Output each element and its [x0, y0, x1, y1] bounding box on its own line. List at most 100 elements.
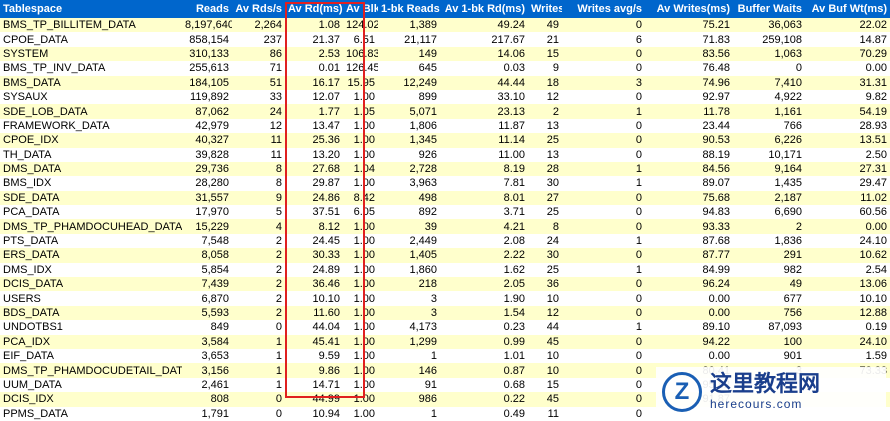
cell: 1.01: [440, 348, 528, 364]
table-row: DCIS_DATA 7,439 2 36.46 1.00 218 2.05 36 0 96.24 4…: [0, 277, 890, 292]
table-row: TH_DATA 39,828 11 13.20 1.00 926 11.00 13 0 88.19…: [0, 147, 890, 162]
cell: 0.19: [805, 320, 890, 335]
cell: 1.00: [343, 291, 378, 306]
cell: 12: [232, 118, 285, 134]
tablespace-name: PPMS_DATA: [0, 406, 182, 421]
cell: 10.94: [285, 406, 343, 421]
cell: 87.68: [645, 233, 733, 249]
cell: 1: [378, 406, 440, 421]
cell: 89.07: [645, 176, 733, 191]
cell: 901: [733, 348, 805, 364]
cell: 71: [232, 61, 285, 76]
cell: 0: [232, 406, 285, 421]
cell: 49: [733, 277, 805, 292]
cell: 4,922: [733, 89, 805, 105]
cell: 15: [528, 46, 562, 62]
cell: 1.00: [343, 219, 378, 234]
cell: 36.46: [285, 277, 343, 292]
cell: 21.37: [285, 32, 343, 47]
cell: 23.13: [440, 104, 528, 119]
cell: 2: [232, 248, 285, 263]
cell: 94.22: [645, 334, 733, 349]
cell: 8.19: [440, 161, 528, 177]
cell: 1.00: [343, 176, 378, 191]
cell: 11.02: [805, 190, 890, 206]
tablespace-name: DMS_TP_PHAMDOCUHEAD_DATA: [0, 219, 182, 234]
cell: 6,690: [733, 205, 805, 220]
cell: 0: [562, 133, 645, 148]
cell: 0: [562, 377, 645, 393]
table-row: BMS_DATA 184,105 51 16.17 15.95 12,249 44.44 18…: [0, 75, 890, 90]
tablespace-name: DCIS_IDX: [0, 392, 182, 407]
cell: 1: [232, 334, 285, 349]
cell: 1,435: [733, 176, 805, 191]
cell: 10.10: [805, 291, 890, 306]
cell: 27.68: [285, 161, 343, 177]
cell: 3.71: [440, 205, 528, 220]
tablespace-name: CPOE_DATA: [0, 32, 182, 47]
cell: 2,187: [733, 190, 805, 206]
cell: 10.10: [285, 291, 343, 306]
cell: 39,828: [182, 147, 232, 162]
cell: 14.87: [805, 32, 890, 47]
cell: 0.01: [285, 61, 343, 76]
cell: 0: [562, 205, 645, 220]
cell: 11.60: [285, 305, 343, 321]
cell: 0: [562, 89, 645, 105]
cell: 0: [232, 320, 285, 335]
cell: 2.53: [285, 46, 343, 62]
cell: 2.05: [440, 277, 528, 292]
cell: 0: [562, 118, 645, 134]
cell: 1: [232, 363, 285, 378]
cell: 4,173: [378, 320, 440, 335]
cell: 982: [733, 262, 805, 278]
cell: 29.87: [285, 176, 343, 191]
cell: 1.00: [343, 305, 378, 321]
cell: 91: [378, 377, 440, 393]
cell: 8,197,640: [182, 18, 232, 33]
cell: 75.21: [645, 18, 733, 33]
cell: 9.82: [805, 89, 890, 105]
cell: 11.87: [440, 118, 528, 134]
cell: 1,405: [378, 248, 440, 263]
cell: 8: [528, 219, 562, 234]
cell: 30: [528, 248, 562, 263]
cell: 74.96: [645, 75, 733, 90]
cell: 5,071: [378, 104, 440, 119]
cell: 0: [562, 219, 645, 234]
cell: 13.47: [285, 118, 343, 134]
tablespace-name: CPOE_IDX: [0, 133, 182, 148]
cell: 0.00: [645, 305, 733, 321]
cell: 2: [232, 233, 285, 249]
column-header: Av 1-bk Rd(ms): [440, 0, 528, 18]
tablespace-name: EIF_DATA: [0, 348, 182, 364]
cell: 12.07: [285, 89, 343, 105]
cell: 9,164: [733, 161, 805, 177]
column-header: Writes avg/s: [562, 0, 645, 18]
cell: 0: [232, 392, 285, 407]
cell: 7.81: [440, 176, 528, 191]
table-row: FRAMEWORK_DATA 42,979 12 13.47 1.00 1,806 11.8…: [0, 118, 890, 134]
cell: 1: [562, 320, 645, 335]
cell: 2: [232, 291, 285, 306]
cell: 1,345: [378, 133, 440, 148]
cell: 27.31: [805, 161, 890, 177]
cell: 1,389: [378, 18, 440, 33]
cell: 2: [733, 219, 805, 234]
cell: 0.49: [440, 406, 528, 421]
cell: 2: [232, 305, 285, 321]
cell: 926: [378, 147, 440, 162]
cell: 24.86: [285, 190, 343, 206]
tablespace-name: DMS_DATA: [0, 161, 182, 177]
cell: 8,058: [182, 248, 232, 263]
cell: 2,728: [378, 161, 440, 177]
cell: 6,226: [733, 133, 805, 148]
cell: 2,449: [378, 233, 440, 249]
cell: 0: [733, 61, 805, 76]
cell: 24: [232, 104, 285, 119]
cell: 1.00: [343, 363, 378, 378]
cell: 1.00: [343, 133, 378, 148]
tablespace-name: BMS_TP_INV_DATA: [0, 61, 182, 76]
cell: 1.00: [343, 89, 378, 105]
cell: 13.51: [805, 133, 890, 148]
